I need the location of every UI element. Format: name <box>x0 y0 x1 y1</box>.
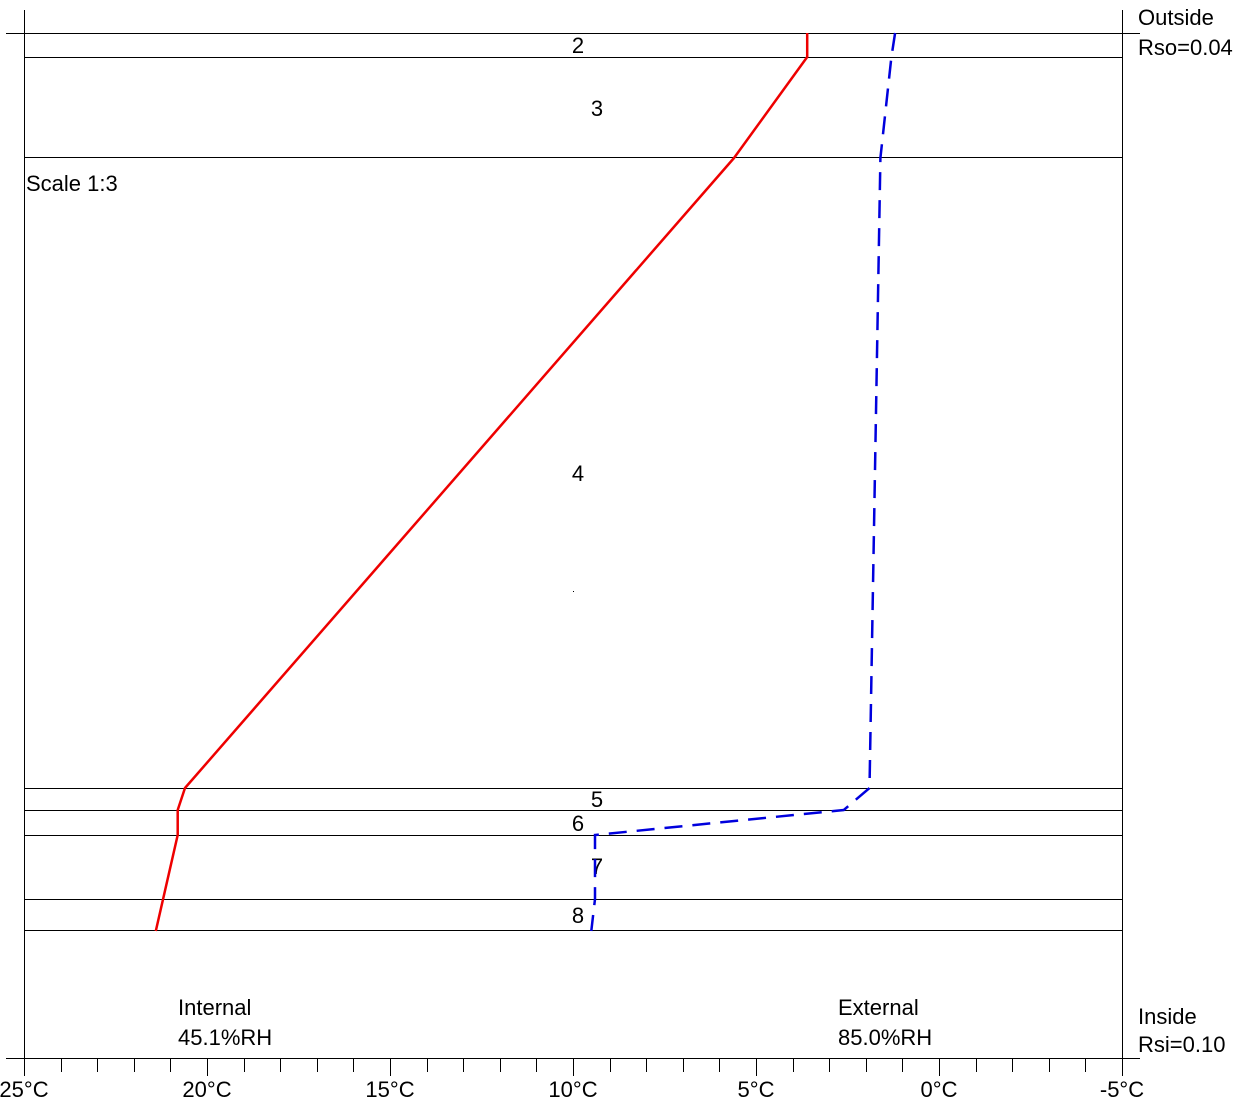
x-tick-label: 20°C <box>182 1077 231 1102</box>
temperature-line <box>154 33 809 932</box>
layer-label: 5 <box>591 787 603 812</box>
internal-rh-label: 45.1%RH <box>178 1025 272 1050</box>
outside-label: Outside <box>1138 5 1214 30</box>
x-tick-label: 25°C <box>0 1077 49 1102</box>
layer-label: 3 <box>591 96 603 121</box>
external-label: External <box>838 995 919 1020</box>
x-tick-label: 0°C <box>921 1077 958 1102</box>
layer-label: 7 <box>591 854 603 879</box>
stray-dot <box>573 591 574 592</box>
rso-label: Rso=0.04 <box>1138 35 1233 60</box>
x-tick-label: 10°C <box>548 1077 597 1102</box>
layer-label: 8 <box>572 903 584 928</box>
x-tick-label: -5°C <box>1100 1077 1144 1102</box>
layer-label: 4 <box>572 461 584 486</box>
scale-label: Scale 1:3 <box>26 171 118 196</box>
layer-label: 6 <box>572 811 584 836</box>
layer-label: 2 <box>572 33 584 58</box>
external-rh-label: 85.0%RH <box>838 1025 932 1050</box>
x-tick-label: 5°C <box>738 1077 775 1102</box>
layer-boundaries <box>24 57 1122 931</box>
x-axis-ticks: 25°C 20°C 15°C 10°C 5°C 0°C -5°C <box>0 1058 1144 1102</box>
internal-label: Internal <box>178 995 251 1020</box>
rsi-label: Rsi=0.10 <box>1138 1032 1225 1057</box>
inside-label: Inside <box>1138 1004 1197 1029</box>
dew-point-line <box>590 32 897 932</box>
x-tick-label: 15°C <box>365 1077 414 1102</box>
